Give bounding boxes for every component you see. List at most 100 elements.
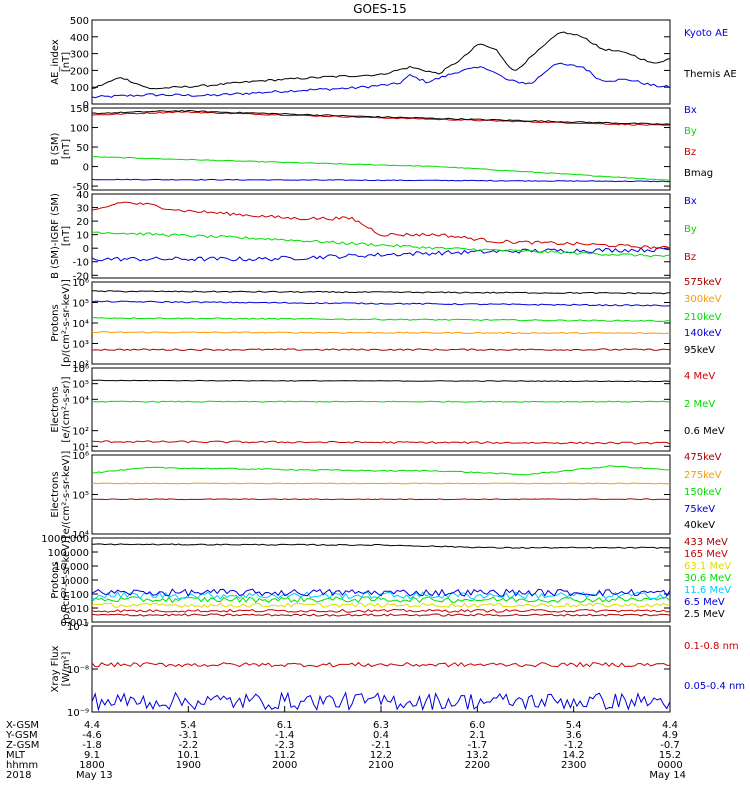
series-line-Bmag xyxy=(91,109,671,125)
panel-bigrf: -20 -10 0 10 20 30 40 B (SM)-IGRF (SM) [nT] Bx By B… xyxy=(50,190,697,282)
legend-label: 4 MeV xyxy=(684,371,715,382)
series-line-Kyoto-AE xyxy=(91,62,671,99)
legend-label: Themis AE xyxy=(683,69,737,80)
y-tick-label: 150 xyxy=(70,104,89,115)
x-tick-label: 2100 xyxy=(368,760,393,771)
y-tick-label: 100.000 xyxy=(48,548,89,559)
x-tick-label: 5.4 xyxy=(566,720,582,731)
x-tick-label: 4.4 xyxy=(84,720,100,731)
legend-label: By xyxy=(684,224,697,235)
y-axis-label: Xray Flux xyxy=(50,645,61,692)
x-tick-label: 0000 xyxy=(657,760,682,771)
series-line-4-MeV xyxy=(91,440,671,445)
legend-label: Bz xyxy=(684,252,696,263)
y-tick-label: 10² xyxy=(72,360,89,371)
y-axis-label: [W/m²] xyxy=(61,651,72,686)
legend-label: 475keV xyxy=(684,452,722,463)
x-tick-label: -2.2 xyxy=(179,740,199,751)
legend-label: 150keV xyxy=(684,487,722,498)
y-tick-label: 1.000 xyxy=(60,576,89,587)
y-tick-label: 20 xyxy=(76,217,89,228)
panel-xray: 10⁻⁹ 10⁻⁸ 10⁻⁷ Xray Flux [W/m²] 0.1-0.8 nm 0.0… xyxy=(50,622,745,719)
y-tick-label: 10⁴ xyxy=(72,530,89,541)
legend-label: 140keV xyxy=(684,328,722,339)
panel-frame xyxy=(91,281,671,365)
x-tick-label: -4.6 xyxy=(82,730,102,741)
legend-label: 300keV xyxy=(684,294,722,305)
panel-frame xyxy=(91,454,671,535)
y-tick-label: 1000.000 xyxy=(41,534,89,545)
series-line-300keV xyxy=(91,331,671,335)
panel-frame xyxy=(91,193,671,279)
y-axis-label: [e/(cm²-s-sr-keV)] xyxy=(61,451,72,539)
x-tick-label: 4.4 xyxy=(662,720,678,731)
x-tick-label: 1900 xyxy=(176,760,201,771)
legend-label: 275keV xyxy=(684,470,722,481)
y-axis-label: [e/(cm²-s-sr)] xyxy=(61,376,72,442)
x-tick-label: 14.2 xyxy=(563,750,585,761)
legend-label: 210keV xyxy=(684,312,722,323)
series-line-Themis-AE xyxy=(91,31,671,90)
y-tick-label: 0.100 xyxy=(60,590,89,601)
y-axis-label: B (SM) xyxy=(50,132,61,165)
y-tick-label: 0 xyxy=(83,163,89,174)
panel-protons: 10² 10³ 10⁴ 10⁵ 10⁶ Protons [p/(cm²-s-sr-keV)]… xyxy=(50,277,722,371)
series-line-140keV xyxy=(91,300,671,307)
x-tick-label: -1.4 xyxy=(275,730,295,741)
y-tick-label: 10⁻⁹ xyxy=(67,708,89,719)
series-line-165-MeV xyxy=(91,608,671,613)
panel-electrons1: 10¹ 10² 10⁴ 10⁵ 10⁶ Electrons [e/(cm²-s-sr)] 4 … xyxy=(50,364,725,453)
legend-label: 575keV xyxy=(684,277,722,288)
x-tick-label: 6.0 xyxy=(469,720,485,731)
x-row-label: Y-GSM xyxy=(5,730,38,741)
x-tick-label: -1.8 xyxy=(82,740,102,751)
y-tick-label: 500 xyxy=(70,16,89,27)
y-tick-label: 50 xyxy=(76,143,89,154)
y-tick-label: 10² xyxy=(72,427,89,438)
x-tick-label: 11.2 xyxy=(274,750,296,761)
y-tick-label: 10⁶ xyxy=(72,451,89,462)
x-tick-label: 4.9 xyxy=(662,730,678,741)
legend-label: 0.1-0.8 nm xyxy=(684,641,739,652)
series-line-By xyxy=(91,231,671,258)
x-tick-label: 9.1 xyxy=(84,750,100,761)
series-line-63-1-MeV xyxy=(91,602,671,608)
panel-protons2: 0.001 0.010 0.100 1.000 10.000 100.000 1000.00… xyxy=(41,534,731,629)
y-tick-label: 10⁻⁸ xyxy=(67,665,89,676)
series-line-150keV xyxy=(91,465,671,476)
legend-label: 40keV xyxy=(684,520,715,531)
y-tick-label: 10⁶ xyxy=(72,278,89,289)
y-tick-label: 10⁻⁷ xyxy=(67,622,89,633)
y-tick-label: 0.010 xyxy=(60,604,89,615)
legend-label: 433 MeV xyxy=(684,537,728,548)
y-axis-label: [nT] xyxy=(61,139,72,159)
legend-label: 11.6 MeV xyxy=(684,585,731,596)
y-tick-label: 10⁴ xyxy=(72,395,89,406)
series-line-Bx xyxy=(91,178,671,183)
legend-label: 2.5 MeV xyxy=(684,609,725,620)
x-tick-label: -1.7 xyxy=(468,740,488,751)
legend-label: Bx xyxy=(684,196,697,207)
y-axis-label: B (SM)-IGRF (SM) xyxy=(50,193,61,279)
x-tick-label: -0.7 xyxy=(660,740,680,751)
y-axis-label: [p/(cm²-s-sr-keV)] xyxy=(61,536,72,624)
series-line-2-MeV xyxy=(91,400,671,403)
legend-label: Bx xyxy=(684,105,697,116)
y-tick-label: -10 xyxy=(73,258,89,269)
y-tick-label: -20 xyxy=(73,271,89,282)
y-tick-label: 400 xyxy=(70,33,89,44)
y-axis-label: [nT] xyxy=(61,52,72,72)
y-tick-label: 0.001 xyxy=(60,618,89,629)
series-line-6-5-MeV xyxy=(91,588,671,598)
x-axis-table: X-GSMY-GSMZ-GSMMLThhmm20184.4-4.6-1.89.1… xyxy=(5,706,686,781)
y-tick-label: 40 xyxy=(76,190,89,201)
series-line-2-5-MeV xyxy=(91,543,671,549)
x-row-label: 2018 xyxy=(6,770,31,781)
y-axis-label: Protons xyxy=(50,561,61,598)
legend-label: 95keV xyxy=(684,345,715,356)
y-tick-label: 30 xyxy=(76,204,89,215)
y-tick-label: 10.000 xyxy=(54,562,89,573)
y-axis-label: AE_index xyxy=(50,39,61,85)
